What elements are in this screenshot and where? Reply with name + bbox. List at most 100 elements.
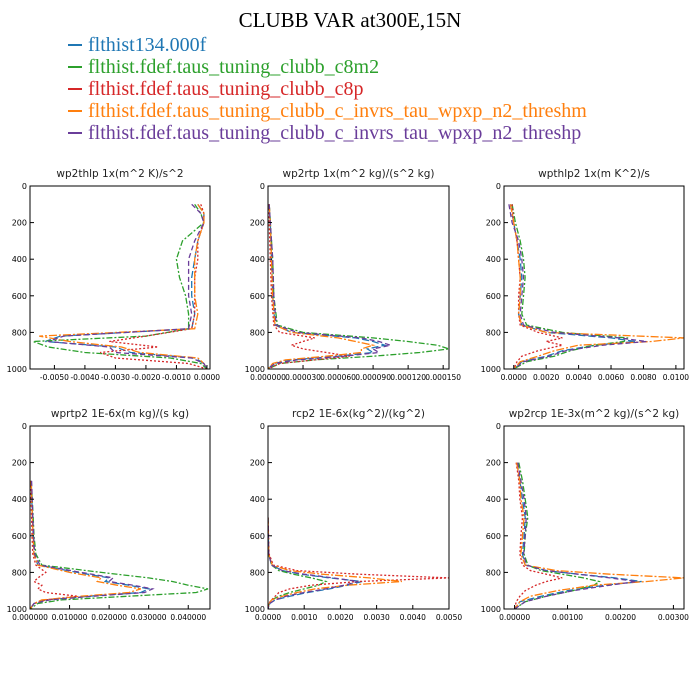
series-line <box>268 517 359 609</box>
legend-item: flthist134.000f <box>68 34 587 56</box>
series-line <box>39 203 208 369</box>
y-tick-label: 200 <box>12 219 27 228</box>
chart-panel: rcp2 1E-6x(kg^2)/(kg^2) 0 200 400 600 800 1000… <box>245 408 463 622</box>
x-tick-label: 0.00200 <box>605 613 636 622</box>
x-tick-label: -0.0030 <box>101 373 130 382</box>
series-line <box>48 203 208 369</box>
y-tick-label: 1000 <box>481 605 501 614</box>
y-tick-label: 600 <box>12 532 27 541</box>
x-tick-label: 0.0060 <box>598 373 624 382</box>
x-tick-label: 0.0000 <box>501 373 527 382</box>
legend-label: flthist.fdef.taus_tuning_clubb_c8p <box>88 77 364 100</box>
x-tick-label: 0.020000 <box>91 613 127 622</box>
x-tick-label: 0.000000 <box>12 613 48 622</box>
plot-frame <box>29 425 211 610</box>
chart-panel: wprtp2 1E-6x(m kg)/(s kg) 0 200 400 600 800 10… <box>7 408 211 622</box>
y-tick-label: 800 <box>12 328 27 337</box>
panel-title: wp2rcp 1E-3x(m^2 kg)/(s^2 kg) <box>509 408 680 420</box>
y-tick-label: 600 <box>486 532 501 541</box>
x-tick-label: 0.030000 <box>131 613 167 622</box>
series-line <box>268 204 376 369</box>
series-line <box>511 204 629 369</box>
x-tick-label: 0.0010 <box>291 613 317 622</box>
x-tick-label: 0.00000 <box>499 613 530 622</box>
series-group <box>32 203 208 369</box>
x-tick-label: 0.0000 <box>255 613 281 622</box>
y-tick-label: 0 <box>22 182 27 191</box>
x-tick-label: 0.00100 <box>552 613 583 622</box>
y-tick-label: 400 <box>12 255 27 264</box>
legend-item: flthist.fdef.taus_tuning_clubb_c8m2 <box>68 56 587 78</box>
series-line <box>268 517 328 609</box>
series-line <box>514 462 601 609</box>
y-tick-label: 1000 <box>7 365 27 374</box>
y-tick-label: 1000 <box>245 605 265 614</box>
legend-item: flthist.fdef.taus_tuning_clubb_c_invrs_t… <box>68 100 587 122</box>
series-line <box>268 204 350 369</box>
series-line <box>514 462 637 609</box>
y-tick-label: 800 <box>250 328 265 337</box>
series-line <box>513 462 563 609</box>
legend-item: flthist.fdef.taus_tuning_clubb_c_invrs_t… <box>68 122 587 144</box>
y-tick-label: 200 <box>486 219 501 228</box>
y-tick-label: 800 <box>250 568 265 577</box>
series-group <box>268 517 449 609</box>
y-tick-label: 600 <box>486 292 501 301</box>
panel-title: wp2thlp 1x(m^2 K)/s^2 <box>56 168 183 180</box>
chart-panel: wp2rtp 1x(m^2 kg)/(s^2 kg) 0 200 400 600 800 1… <box>245 168 462 382</box>
legend-swatch <box>68 66 82 68</box>
x-tick-label: 0.000150 <box>425 373 461 382</box>
x-tick-label: 0.00300 <box>658 613 689 622</box>
series-line <box>30 480 151 609</box>
series-line <box>30 480 78 609</box>
series-line <box>30 480 209 609</box>
y-tick-label: 0 <box>260 422 265 431</box>
y-tick-label: 0 <box>496 422 501 431</box>
y-tick-label: 200 <box>486 459 501 468</box>
figure-title: CLUBB VAR at300E,15N <box>238 8 462 32</box>
x-tick-label: -0.0040 <box>70 373 99 382</box>
x-tick-label: 0.0050 <box>436 613 462 622</box>
x-tick-label: 0.0020 <box>533 373 559 382</box>
legend-swatch <box>68 44 82 46</box>
legend-label: flthist.fdef.taus_tuning_clubb_c_invrs_t… <box>88 99 587 122</box>
y-tick-label: 600 <box>250 532 265 541</box>
chart-panel: wpthlp2 1x(m K^2)/s020040060080010000.00… <box>481 168 690 382</box>
panel-title: rcp2 1E-6x(kg^2)/(kg^2) <box>292 408 425 420</box>
series-line <box>99 204 208 369</box>
y-tick-label: 800 <box>12 568 27 577</box>
y-tick-label: 600 <box>250 292 265 301</box>
legend-swatch <box>68 132 82 134</box>
plot-frame <box>267 185 450 370</box>
y-tick-label: 200 <box>250 219 265 228</box>
plot-frame <box>29 185 211 370</box>
legend-label: flthist.fdef.taus_tuning_clubb_c_invrs_t… <box>88 121 582 144</box>
series-group <box>513 462 684 609</box>
series-line <box>30 480 141 609</box>
y-tick-label: 200 <box>250 459 265 468</box>
x-tick-label: 0.0080 <box>630 373 656 382</box>
chart-panel: wp2thlp 1x(m^2 K)/s^2 0 200 400 600 800 1000 -0… <box>7 168 221 382</box>
x-tick-label: 0.000060 <box>320 373 356 382</box>
series-line <box>268 204 394 369</box>
series-line <box>268 517 402 609</box>
legend-label: flthist134.000f <box>88 33 207 56</box>
x-tick-label: 0.0100 <box>663 373 689 382</box>
legend-item: flthist.fdef.taus_tuning_clubb_c8p <box>68 78 587 100</box>
y-tick-label: 400 <box>250 255 265 264</box>
x-tick-label: 0.010000 <box>52 613 88 622</box>
x-tick-label: -0.0050 <box>40 373 69 382</box>
legend-swatch <box>68 110 82 112</box>
y-tick-label: 1000 <box>245 365 265 374</box>
series-line <box>268 204 449 369</box>
legend-label: flthist.fdef.taus_tuning_clubb_c8m2 <box>88 55 380 78</box>
x-tick-label: -0.0020 <box>131 373 160 382</box>
panel-title: wpthlp2 1x(m K^2)/s <box>538 168 650 180</box>
legend: flthist134.000f flthist.fdef.taus_tuning… <box>68 34 587 144</box>
y-tick-label: 1000 <box>481 365 501 374</box>
series-line <box>268 517 363 609</box>
panel-title: wprtp2 1E-6x(m kg)/(s kg) <box>51 408 189 420</box>
x-tick-label: 0.0040 <box>565 373 591 382</box>
series-line <box>514 462 684 609</box>
